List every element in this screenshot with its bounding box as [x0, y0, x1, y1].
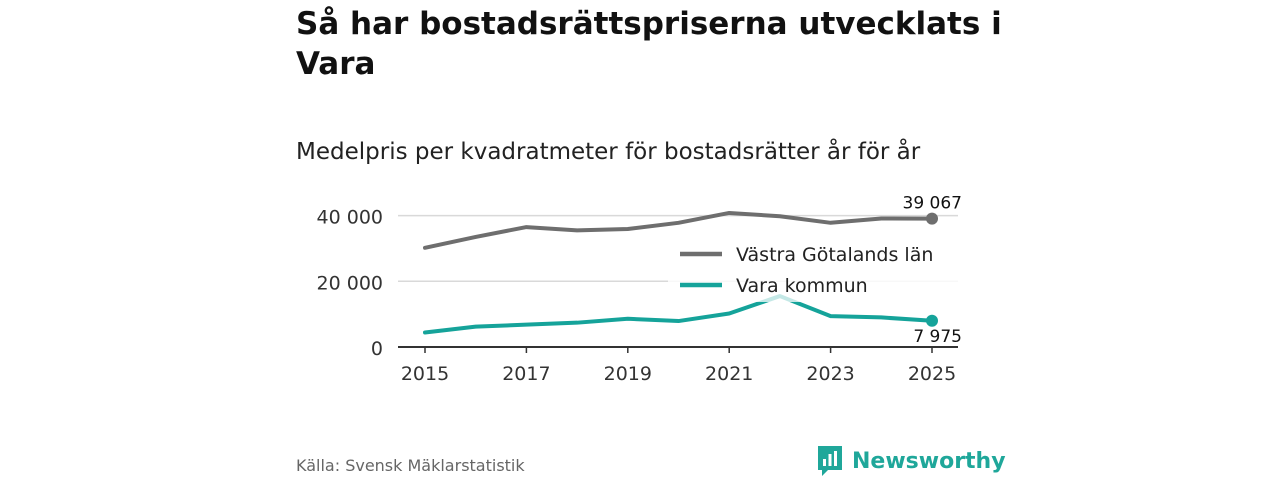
series-end-marker — [926, 314, 938, 327]
y-tick-label: 0 — [371, 338, 383, 360]
legend-label: Vara kommun — [736, 275, 868, 297]
y-tick-label: 40 000 — [317, 207, 383, 229]
series-end-label: 7 975 — [913, 327, 962, 347]
x-tick-label: 2021 — [705, 363, 753, 385]
chart-title: Så har bostadsrättspriserna utvecklats i… — [296, 6, 1002, 82]
newsworthy-bar-chart-icon — [818, 446, 842, 476]
x-tick-label: 2019 — [604, 363, 652, 385]
x-tick-label: 2025 — [908, 363, 956, 385]
newsworthy-logo: Newsworthy — [816, 444, 1006, 478]
source-note: Källa: Svensk Mäklarstatistik — [296, 456, 525, 475]
legend-label: Västra Götalands län — [736, 244, 933, 266]
y-tick-label: 20 000 — [317, 272, 383, 294]
x-tick-label: 2017 — [502, 363, 550, 385]
municipality-series-line — [423, 294, 934, 335]
series-end-label: 39 067 — [903, 194, 962, 214]
chart-subtitle: Medelpris per kvadratmeter för bostadsrä… — [296, 139, 921, 165]
legend-overlap-mask — [740, 290, 830, 302]
x-tick-label: 2015 — [401, 363, 449, 385]
x-tick-label: 2023 — [806, 363, 854, 385]
brand-name: Newsworthy — [852, 448, 1006, 474]
series-end-marker — [926, 212, 938, 225]
region-series-line — [423, 210, 934, 250]
